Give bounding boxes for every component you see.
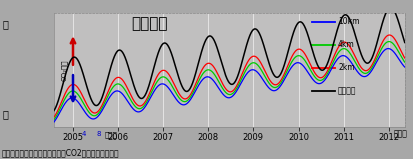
Text: 4km: 4km	[338, 40, 355, 49]
Text: 4: 4	[82, 131, 86, 137]
Text: CO₂濃度: CO₂濃度	[61, 59, 68, 81]
Text: （年）: （年）	[394, 129, 407, 138]
Text: 濃: 濃	[2, 19, 8, 29]
Text: 薄: 薄	[2, 109, 8, 119]
Text: 地上付近: 地上付近	[338, 86, 356, 95]
Text: 成田空港上空の各高度におけるCO2濃度の測定データ: 成田空港上空の各高度におけるCO2濃度の測定データ	[2, 148, 120, 157]
Text: 成田上空: 成田上空	[131, 16, 167, 31]
Text: 2km: 2km	[338, 63, 355, 72]
Text: （月）: （月）	[104, 131, 117, 138]
Text: 8: 8	[97, 131, 101, 137]
Text: 10km: 10km	[338, 17, 360, 26]
